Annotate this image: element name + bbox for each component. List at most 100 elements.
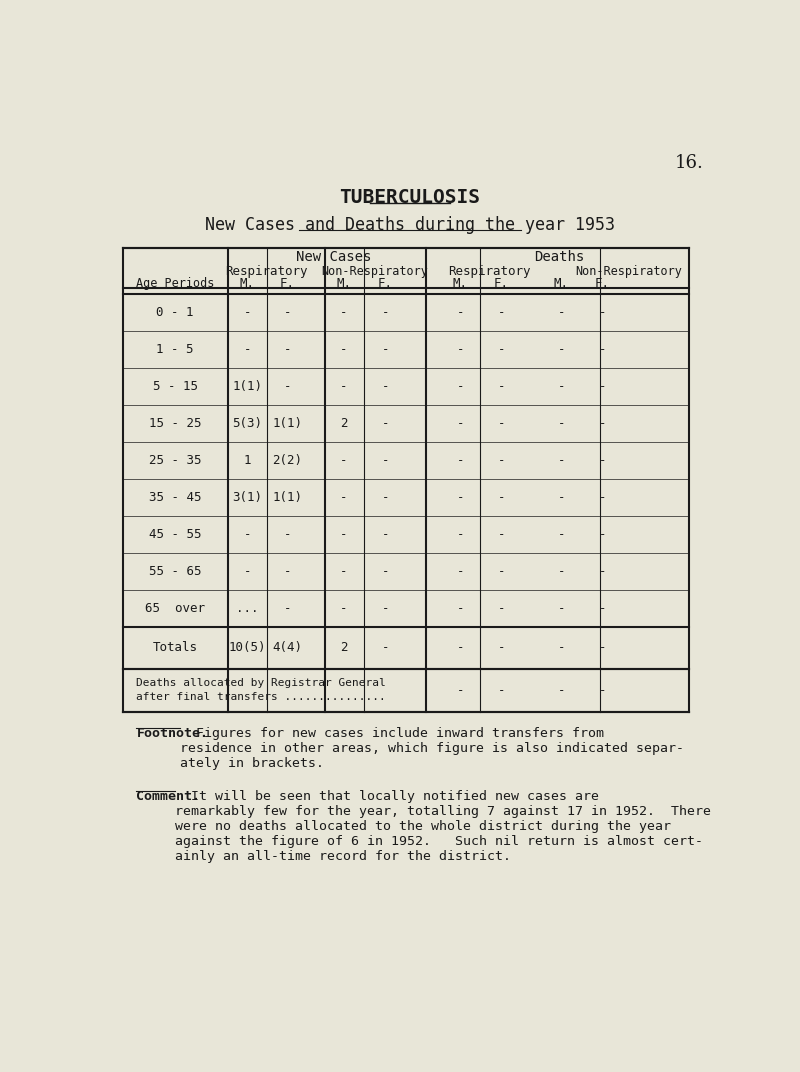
Text: 35 - 45: 35 - 45 (149, 491, 202, 504)
Text: -: - (558, 641, 565, 654)
Text: Non-Respiratory: Non-Respiratory (575, 265, 682, 278)
Text: -: - (558, 565, 565, 578)
Text: -: - (382, 601, 389, 615)
Text: -: - (498, 417, 506, 430)
Text: -: - (243, 307, 251, 319)
Text: -: - (340, 455, 348, 467)
Text: F.: F. (594, 277, 610, 289)
Text: -: - (457, 417, 464, 430)
Text: -: - (340, 343, 348, 356)
Text: -: - (598, 565, 606, 578)
Text: 5 - 15: 5 - 15 (153, 381, 198, 393)
Text: -: - (382, 343, 389, 356)
Text: -: - (558, 491, 565, 504)
Text: -: - (498, 307, 506, 319)
Text: -: - (457, 684, 464, 697)
Text: -: - (340, 527, 348, 541)
Text: 45 - 55: 45 - 55 (149, 527, 202, 541)
Text: -: - (598, 417, 606, 430)
Text: -: - (558, 381, 565, 393)
Text: Respiratory: Respiratory (226, 265, 308, 278)
Text: 2(2): 2(2) (273, 455, 302, 467)
Text: 5(3): 5(3) (232, 417, 262, 430)
Text: -: - (382, 641, 389, 654)
Text: Comment.: Comment. (137, 790, 201, 803)
Text: -: - (457, 641, 464, 654)
Text: -: - (382, 381, 389, 393)
Text: M.: M. (337, 277, 352, 289)
Text: -: - (382, 527, 389, 541)
Text: M.: M. (554, 277, 569, 289)
Text: -: - (498, 455, 506, 467)
Text: -: - (598, 307, 606, 319)
Text: -: - (498, 491, 506, 504)
Text: 25 - 35: 25 - 35 (149, 455, 202, 467)
Text: -: - (598, 343, 606, 356)
Text: F.: F. (378, 277, 393, 289)
Text: -: - (558, 601, 565, 615)
Text: -: - (498, 381, 506, 393)
Text: Deaths allocated by Registrar General: Deaths allocated by Registrar General (137, 678, 386, 688)
Text: -: - (558, 455, 565, 467)
Text: 2: 2 (340, 641, 348, 654)
Text: -: - (382, 417, 389, 430)
Text: -: - (340, 491, 348, 504)
Text: -: - (457, 601, 464, 615)
Text: Respiratory: Respiratory (449, 265, 531, 278)
Text: Age Periods: Age Periods (136, 277, 214, 289)
Text: -: - (498, 527, 506, 541)
Text: -: - (598, 601, 606, 615)
Text: -: - (457, 381, 464, 393)
Text: -: - (558, 527, 565, 541)
Text: -: - (340, 601, 348, 615)
Text: F.: F. (494, 277, 509, 289)
Text: -: - (498, 343, 506, 356)
Text: -: - (382, 491, 389, 504)
Text: -: - (498, 601, 506, 615)
Text: -: - (598, 641, 606, 654)
Text: -: - (382, 455, 389, 467)
Text: -: - (457, 565, 464, 578)
Text: -: - (457, 527, 464, 541)
Text: M.: M. (453, 277, 468, 289)
Text: ...: ... (236, 601, 258, 615)
Text: -: - (498, 684, 506, 697)
Text: F.: F. (280, 277, 295, 289)
Text: Footnote.: Footnote. (137, 727, 209, 740)
Text: It will be seen that locally notified new cases are
remarkably few for the year,: It will be seen that locally notified ne… (175, 790, 711, 863)
Text: -: - (558, 684, 565, 697)
Text: Figures for new cases include inward transfers from
residence in other areas, wh: Figures for new cases include inward tra… (180, 727, 684, 770)
Text: -: - (340, 381, 348, 393)
Text: -: - (457, 491, 464, 504)
Text: -: - (382, 307, 389, 319)
Text: -: - (284, 381, 291, 393)
Text: -: - (598, 491, 606, 504)
Text: -: - (243, 527, 251, 541)
Text: M.: M. (240, 277, 254, 289)
Text: 1: 1 (243, 455, 251, 467)
Text: Totals: Totals (153, 641, 198, 654)
Text: 4(4): 4(4) (273, 641, 302, 654)
Text: -: - (284, 343, 291, 356)
Text: -: - (340, 565, 348, 578)
Text: TUBERCULOSIS: TUBERCULOSIS (339, 189, 481, 208)
Text: 2: 2 (340, 417, 348, 430)
Text: 55 - 65: 55 - 65 (149, 565, 202, 578)
Text: New Cases and Deaths during the year 1953: New Cases and Deaths during the year 195… (205, 215, 615, 234)
Text: -: - (598, 684, 606, 697)
Text: 16.: 16. (674, 154, 703, 173)
Text: -: - (382, 565, 389, 578)
Text: -: - (457, 455, 464, 467)
Text: -: - (498, 641, 506, 654)
Text: 15 - 25: 15 - 25 (149, 417, 202, 430)
Text: -: - (598, 381, 606, 393)
Text: -: - (243, 343, 251, 356)
Text: Non-Respiratory: Non-Respiratory (322, 265, 429, 278)
Text: -: - (598, 455, 606, 467)
Text: -: - (598, 527, 606, 541)
Text: 1 - 5: 1 - 5 (157, 343, 194, 356)
Text: 65  over: 65 over (145, 601, 205, 615)
Text: 0 - 1: 0 - 1 (157, 307, 194, 319)
Text: -: - (284, 527, 291, 541)
Text: 10(5): 10(5) (229, 641, 266, 654)
